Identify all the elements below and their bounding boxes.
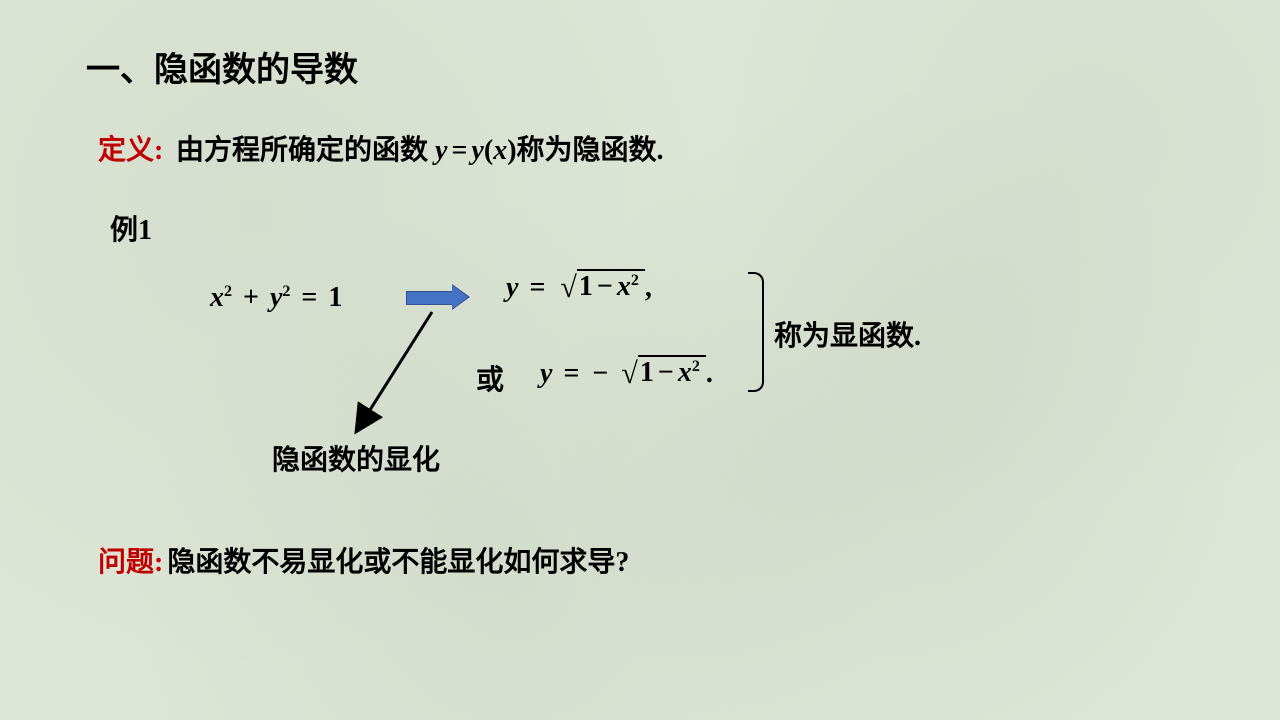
question-row: 问题: 隐函数不易显化或不能显化如何求导? (98, 540, 629, 580)
question-label: 问题: (98, 547, 163, 578)
annotation-text: 隐函数的显化 (272, 438, 440, 478)
diagonal-arrow-icon (0, 0, 1280, 720)
question-text: 隐函数不易显化或不能显化如何求导? (167, 547, 629, 578)
